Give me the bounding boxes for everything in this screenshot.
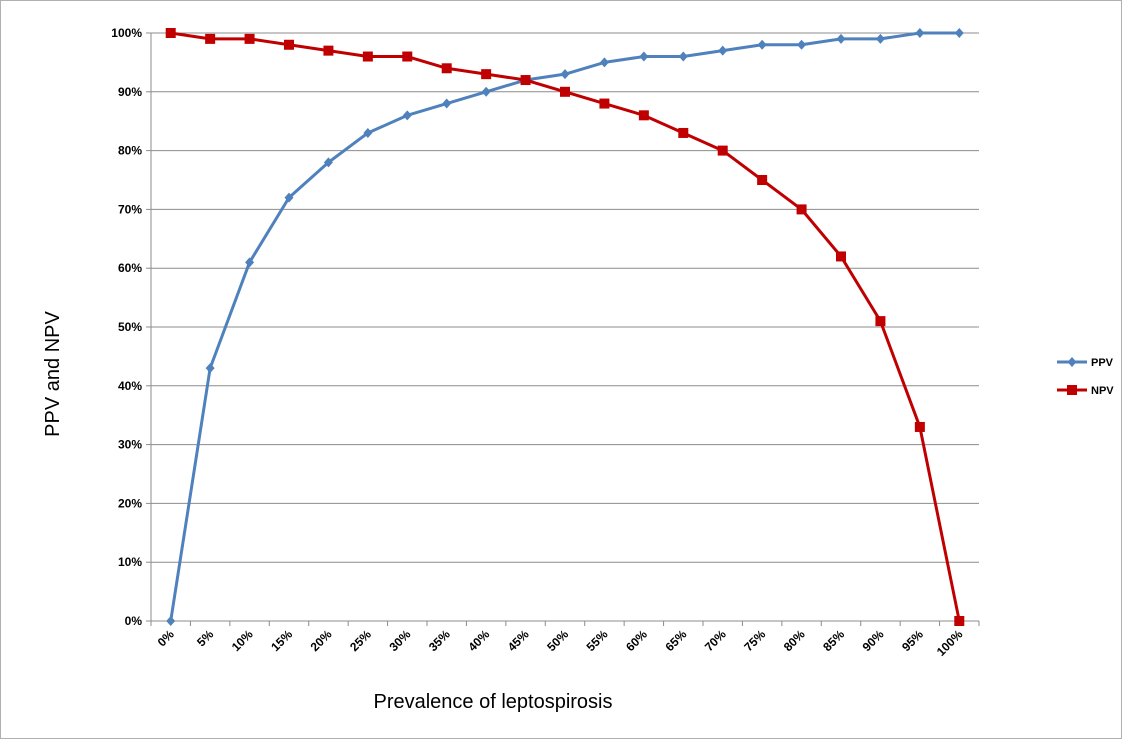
y-tick-label: 70% [118, 202, 142, 216]
ppv-point [954, 28, 964, 38]
ppv-point [166, 616, 176, 626]
npv-point [520, 75, 531, 86]
ppv-point [718, 45, 728, 56]
ppv-point [363, 127, 373, 138]
y-tick-label: 80% [118, 144, 142, 158]
x-tick-label: 75% [741, 627, 768, 654]
y-tick-label: 10% [118, 555, 142, 569]
x-tick-label: 65% [663, 627, 690, 654]
x-tick-label: 45% [505, 627, 532, 654]
ppv-point [836, 33, 846, 44]
x-tick-label: 35% [426, 627, 453, 654]
npv-point [954, 616, 965, 626]
x-tick-label: 10% [229, 627, 256, 654]
axes [146, 32, 980, 626]
x-tick-label: 90% [860, 627, 887, 654]
npv-point [402, 51, 413, 62]
ppv-point [639, 51, 649, 62]
y-tick-label: 30% [118, 438, 142, 452]
legend-item-ppv: PPV [1057, 357, 1114, 369]
npv-point [599, 98, 610, 109]
legend: PPV NPV [1057, 357, 1114, 397]
y-axis-title: PPV and NPV [42, 311, 64, 437]
y-tick-label: 60% [118, 261, 142, 275]
x-tick-label: 0% [155, 627, 177, 649]
npv-point [481, 69, 492, 80]
ppv-point [678, 51, 688, 62]
legend-label: NPV [1091, 385, 1114, 397]
npv-point [441, 63, 452, 74]
npv-point [914, 421, 925, 432]
ppv-point [875, 33, 885, 44]
npv-point [362, 51, 373, 62]
npv-point [165, 28, 176, 38]
x-axis-title: Prevalence of leptospirosis [373, 691, 612, 713]
y-tick-label: 0% [125, 614, 143, 628]
ppv-point [284, 192, 294, 203]
npv-point [244, 33, 255, 44]
x-tick-label: 80% [781, 627, 808, 654]
ppv-point [205, 363, 215, 374]
x-tick-label: 95% [899, 627, 926, 654]
ppv-point [599, 57, 609, 68]
x-tick-label: 70% [702, 627, 729, 654]
x-tick-label: 15% [268, 627, 295, 654]
ppv-point [915, 28, 925, 38]
x-tick-label: 55% [584, 627, 611, 654]
npv-point [1067, 385, 1077, 395]
npv-point [757, 175, 768, 185]
ppv-point [1067, 357, 1077, 367]
x-tick-label: 60% [623, 627, 650, 654]
npv-point [836, 251, 846, 262]
y-tick-label: 20% [118, 496, 142, 510]
npv-point [323, 45, 334, 56]
npv-point [560, 86, 570, 97]
legend-item-npv: NPV [1057, 385, 1114, 397]
npv-point [638, 110, 649, 121]
npv-point [875, 316, 886, 327]
ppv-point [323, 157, 333, 168]
npv-series [165, 28, 965, 626]
npv-point [284, 39, 294, 50]
legend-label: PPV [1091, 357, 1114, 369]
series-group [165, 28, 965, 626]
x-tick-label: 85% [820, 627, 847, 654]
y-tick-label: 40% [118, 379, 142, 393]
y-tick-label: 50% [118, 320, 142, 334]
y-tick-label: 100% [111, 26, 142, 40]
ppv-series [166, 28, 964, 626]
npv-point [717, 145, 728, 156]
x-tick-label: 20% [308, 627, 335, 654]
x-tick-label: 25% [347, 627, 374, 654]
y-tick-labels: 0% 10% 20% 30% 40% 50% 60% 70% 80% 90% 100% [111, 26, 142, 628]
npv-point [205, 33, 216, 44]
ppv-point [757, 39, 767, 50]
ppv-point [402, 110, 412, 121]
ppv-point [245, 257, 255, 268]
npv-point [796, 204, 807, 215]
x-tick-label: 40% [465, 627, 492, 654]
x-tick-labels: 0% 5% 10% 15% 20% 25% 30% 35% 40% 45% 50% 55% 60% 65%… [155, 627, 966, 659]
x-tick-label: 100% [934, 627, 966, 659]
ppv-point [481, 86, 491, 97]
ppv-point [797, 39, 807, 50]
x-tick-label: 5% [194, 627, 216, 649]
npv-point [678, 127, 689, 138]
gridlines [151, 32, 979, 563]
ppv-point [442, 98, 452, 109]
x-tick-label: 50% [544, 627, 571, 654]
y-tick-label: 90% [118, 85, 142, 99]
x-tick-label: 30% [387, 627, 414, 654]
ppv-point [560, 69, 570, 80]
